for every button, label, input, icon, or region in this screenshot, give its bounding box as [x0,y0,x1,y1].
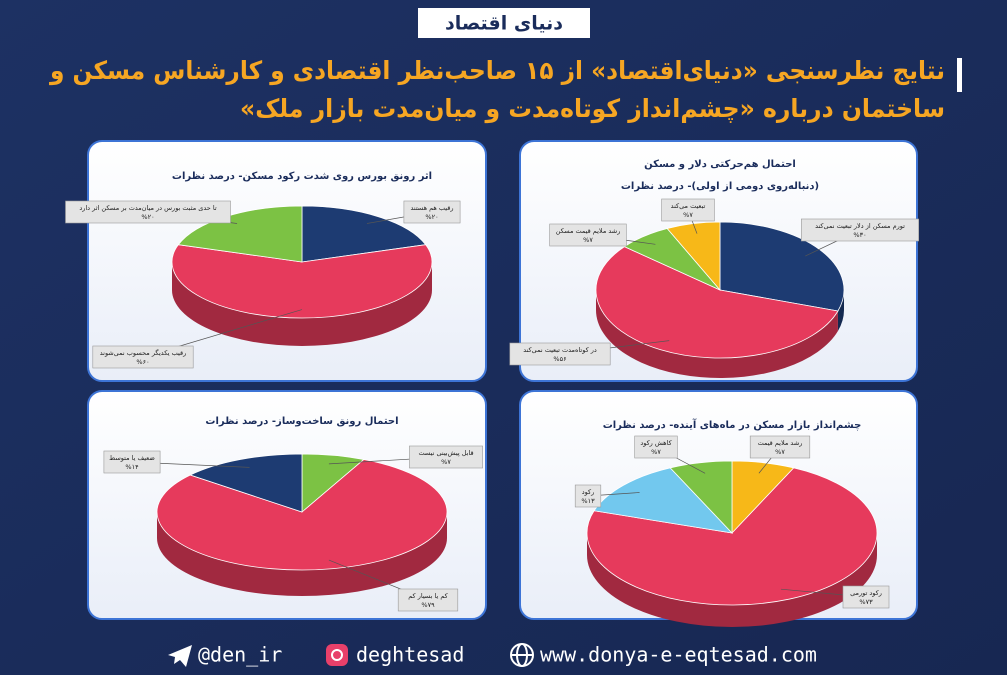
value-label: %۱۴ [125,463,139,471]
instagram-handle: deghtesad [356,643,464,667]
slice-label: در کوتاه‌مدت تبعیت نمی‌کند [523,346,597,354]
website: www.donya-e-eqtesad.com [540,643,817,667]
instagram-icon [326,644,348,666]
label-box [397,588,459,612]
chart-title: احتمال هم‌حرکتی دلار و مسکن [644,159,796,170]
value-label: %۲۰ [141,213,154,221]
slice-label: رقیب یکدیگر محسوب نمی‌شوند [100,349,187,357]
value-label: %۷۳ [859,598,873,606]
slice-label: رکود [582,488,595,496]
telegram-icon [168,645,192,667]
pie-side [837,290,844,332]
pie-slice [301,205,427,263]
slice-label: رشد ملایم قیمت [758,439,803,447]
pie-side [172,262,432,346]
value-label: %۲۰ [425,213,438,221]
chart-title: اثر رونق بورس روی شدت رکود مسکن- درصد نظ… [172,171,432,182]
title-line: نتایج نظرسنجی «دنیای‌اقتصاد» از ۱۵ صاحب‌… [48,56,945,86]
slice-label: ضعیف یا متوسط [109,454,155,462]
chart-subtitle: (دنباله‌روی دومی از اولی)- درصد نظرات [621,181,819,192]
label-box [92,345,194,369]
value-label: %۷ [583,236,593,244]
value-label: %۶۰ [136,358,149,366]
pie-slice [593,467,734,534]
label-box [661,198,715,222]
pie-side [587,533,877,627]
pie-slice [171,244,433,319]
value-label: %۷۹ [421,601,435,609]
pie-slice [595,246,839,359]
slice-label: رقیب هم هستند [410,204,453,212]
label-box [634,435,678,459]
chart-title: احتمال رونق ساخت‌وساز- درصد نظرات [205,416,398,427]
value-label: %۵۶ [553,355,566,363]
slice-label: تورم مسکن از دلار تبعیت نمی‌کند [815,222,905,230]
pie-slice [156,459,448,571]
pie-side [157,512,447,596]
label-box [549,223,627,247]
slice-label: تبعیت می‌کند [671,202,706,210]
label-box [65,200,231,224]
label-box [103,450,161,474]
label-box [574,484,602,508]
pie-side [595,290,838,379]
value-label: %۷ [775,448,785,456]
pie-slice [669,460,733,535]
title-line: ساختمان درباره «چشم‌انداز کوتاه‌مدت و می… [240,94,945,124]
telegram-handle: @den_ir [198,643,282,667]
slice-label: رکود تورمی [850,589,882,597]
label-box [403,200,461,224]
web-icon [510,643,534,667]
title-bar [957,58,962,92]
logo-box [418,8,590,38]
label-box [509,342,611,366]
slice-label: رشد ملایم قیمت مسکن [556,227,621,235]
slice-label: قابل پیش‌بینی نیست [418,449,473,457]
value-label: %۷ [683,211,693,219]
slice-label: کاهش رکود [640,439,672,447]
slice-label: کم یا بسیار کم [408,592,448,600]
value-label: %۳۰ [853,231,866,239]
pie-slice [719,221,845,312]
label-box [749,435,811,459]
pie-chart: اثر رونق بورس روی شدت رکود مسکن- درصد نظ… [65,171,461,369]
label-box [842,585,890,609]
pie-slice [189,453,303,513]
value-label: %۷ [651,448,661,456]
label-box [409,445,483,469]
pie-chart: احتمال هم‌حرکتی دلار و مسکن (دنباله‌روی د… [509,159,919,379]
chart-title: چشم‌انداز بازار مسکن در ماه‌های آینده- د… [603,418,862,431]
logo: دنیای اقتصاد [445,13,563,35]
slice-label: تا حدی مثبت بورس در میان‌مدت بر مسکن اثر… [79,204,217,212]
value-label: %۱۳ [581,497,595,505]
pie-slice [586,467,878,606]
pie-chart: احتمال رونق ساخت‌وساز- درصد نظرات قابل پی… [103,416,483,612]
value-label: %۷ [441,458,451,466]
label-box [800,218,919,242]
pie-chart: چشم‌انداز بازار مسکن در ماه‌های آینده- د… [574,418,890,627]
